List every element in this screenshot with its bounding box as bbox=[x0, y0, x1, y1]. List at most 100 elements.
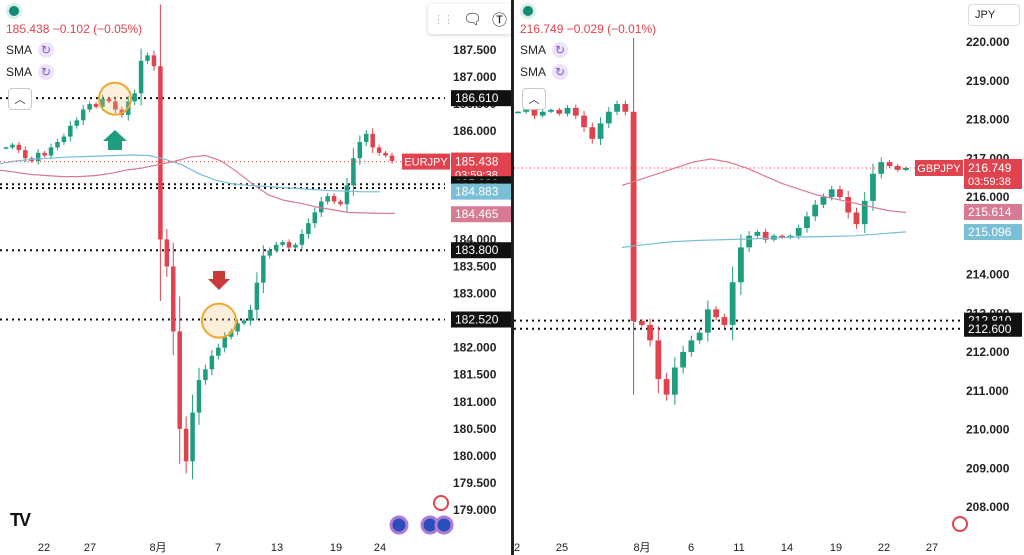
candle-body bbox=[331, 196, 337, 202]
pane-divider[interactable] bbox=[511, 0, 514, 555]
candle-body bbox=[878, 162, 885, 174]
candle-body bbox=[42, 152, 47, 156]
gbpjpy-quote: 216.749 −0.029 (−0.01%) bbox=[520, 22, 657, 36]
y-tick-label: 179.000 bbox=[453, 503, 497, 517]
candle-body bbox=[754, 231, 761, 236]
sma-pink-line bbox=[0, 154, 395, 214]
candle-body bbox=[68, 125, 73, 137]
candle-body bbox=[614, 104, 620, 112]
candle-body bbox=[804, 216, 810, 228]
down-arrow-icon bbox=[208, 271, 230, 290]
price-level-badge bbox=[451, 183, 512, 200]
candle-body bbox=[351, 158, 356, 186]
candle-body bbox=[370, 133, 375, 148]
candle-body bbox=[293, 244, 298, 248]
target-icon bbox=[952, 516, 968, 532]
candle-body bbox=[106, 98, 112, 102]
speech-bubble-icon[interactable]: 🗨 bbox=[462, 11, 482, 28]
candle-body bbox=[280, 242, 285, 245]
price-level-badge bbox=[451, 311, 512, 328]
candle-body bbox=[597, 123, 604, 139]
candle-body bbox=[74, 120, 80, 126]
price-level-badge bbox=[964, 203, 1022, 220]
sma-indicator-2[interactable]: SMA ↻ bbox=[520, 64, 656, 80]
eurjpy-chart-pane[interactable]: 187.500187.000186.500186.000185.500185.0… bbox=[0, 0, 512, 555]
price-level-value: 184.465 bbox=[455, 207, 499, 221]
x-tick-label: 7 bbox=[215, 542, 221, 554]
eurjpy-legend: 185.438 −0.102 (−0.05%) SMA ↻ SMA ↻ bbox=[6, 0, 142, 80]
candle-body bbox=[589, 127, 596, 139]
price-level-value: 215.096 bbox=[968, 225, 1012, 239]
candle-body bbox=[228, 331, 234, 337]
candle-body bbox=[132, 93, 137, 102]
price-level-badge bbox=[964, 224, 1022, 241]
y-tick-label: 179.500 bbox=[453, 476, 497, 490]
sma-indicator-2[interactable]: SMA ↻ bbox=[6, 64, 142, 80]
up-arrow-icon bbox=[103, 130, 127, 150]
y-tick-label: 187.500 bbox=[453, 43, 497, 57]
candle-body bbox=[344, 185, 350, 205]
candle-body bbox=[655, 340, 662, 380]
candle-body bbox=[531, 107, 538, 116]
sma-indicator-1[interactable]: SMA ↻ bbox=[6, 42, 142, 58]
currency-selector[interactable]: JPY bbox=[968, 4, 1020, 26]
x-tick-label: 25 bbox=[556, 542, 568, 554]
candle-body bbox=[183, 428, 189, 462]
y-tick-label: 211.000 bbox=[966, 384, 1009, 398]
y-tick-label: 212.000 bbox=[966, 345, 1010, 359]
price-level-badge bbox=[451, 206, 512, 223]
y-tick-label: 210.000 bbox=[966, 423, 1010, 437]
candle-body bbox=[622, 104, 629, 112]
candle-body bbox=[364, 133, 369, 142]
gbpjpy-legend: 216.749 −0.029 (−0.01%) SMA ↻ SMA ↻ bbox=[520, 0, 656, 80]
candle-body bbox=[61, 136, 67, 142]
refresh-icon[interactable]: ↻ bbox=[552, 64, 569, 80]
candle-body bbox=[820, 197, 827, 205]
refresh-icon[interactable]: ↻ bbox=[38, 64, 55, 80]
candle-body bbox=[389, 155, 395, 161]
candle-body bbox=[779, 235, 786, 238]
candle-body bbox=[209, 355, 215, 370]
sma-indicator-1[interactable]: SMA ↻ bbox=[520, 42, 656, 58]
tradingview-logo-icon[interactable]: TV bbox=[10, 510, 31, 530]
eurjpy-chart[interactable]: 187.500187.000186.500186.000185.500185.0… bbox=[0, 0, 512, 555]
refresh-icon[interactable]: ↻ bbox=[38, 42, 55, 58]
candle-body bbox=[853, 212, 860, 225]
candle-body bbox=[164, 239, 170, 267]
x-tick-label: 22 bbox=[38, 542, 50, 554]
candle-body bbox=[222, 336, 227, 348]
collapse-legend-button[interactable]: ︿ bbox=[522, 88, 546, 110]
drag-handle-icon[interactable]: ⋮⋮ bbox=[432, 13, 454, 26]
candle-body bbox=[100, 98, 105, 107]
candle-body bbox=[663, 379, 670, 395]
symbol-badge bbox=[402, 153, 450, 170]
chevron-up-icon: ︿ bbox=[528, 94, 540, 106]
refresh-icon[interactable]: ↻ bbox=[552, 42, 569, 58]
y-tick-label: 183.500 bbox=[453, 259, 497, 273]
y-tick-label: 181.500 bbox=[453, 368, 497, 382]
candle-body bbox=[216, 347, 221, 356]
gbpjpy-chart[interactable]: 220.000219.000218.000217.000216.000215.0… bbox=[514, 0, 1024, 555]
gbpjpy-chart-pane[interactable]: 220.000219.000218.000217.000216.000215.0… bbox=[514, 0, 1024, 555]
sma-label: SMA bbox=[6, 65, 33, 79]
candle-body bbox=[903, 167, 909, 170]
candle-body bbox=[190, 412, 195, 462]
candle-body bbox=[671, 367, 678, 395]
candle-body bbox=[845, 197, 852, 213]
text-tool-icon[interactable]: Ⓣ bbox=[491, 11, 507, 29]
candle-body bbox=[10, 144, 15, 148]
target-icon bbox=[433, 495, 449, 511]
y-tick-label: 218.000 bbox=[966, 113, 1010, 127]
candle-body bbox=[145, 55, 150, 61]
candle-body bbox=[762, 231, 769, 240]
y-tick-label: 214.000 bbox=[966, 268, 1010, 282]
price-level-value: 212.600 bbox=[968, 322, 1012, 336]
x-tick-label: 14 bbox=[781, 542, 793, 554]
symbol-badge bbox=[915, 159, 963, 176]
sma-blue-line bbox=[621, 231, 907, 248]
x-tick-label: 19 bbox=[330, 542, 342, 554]
x-tick-label: 19 bbox=[830, 542, 842, 554]
y-tick-label: 208.000 bbox=[966, 500, 1010, 514]
collapse-legend-button[interactable]: ︿ bbox=[8, 88, 32, 110]
last-price-badge bbox=[964, 158, 1022, 189]
